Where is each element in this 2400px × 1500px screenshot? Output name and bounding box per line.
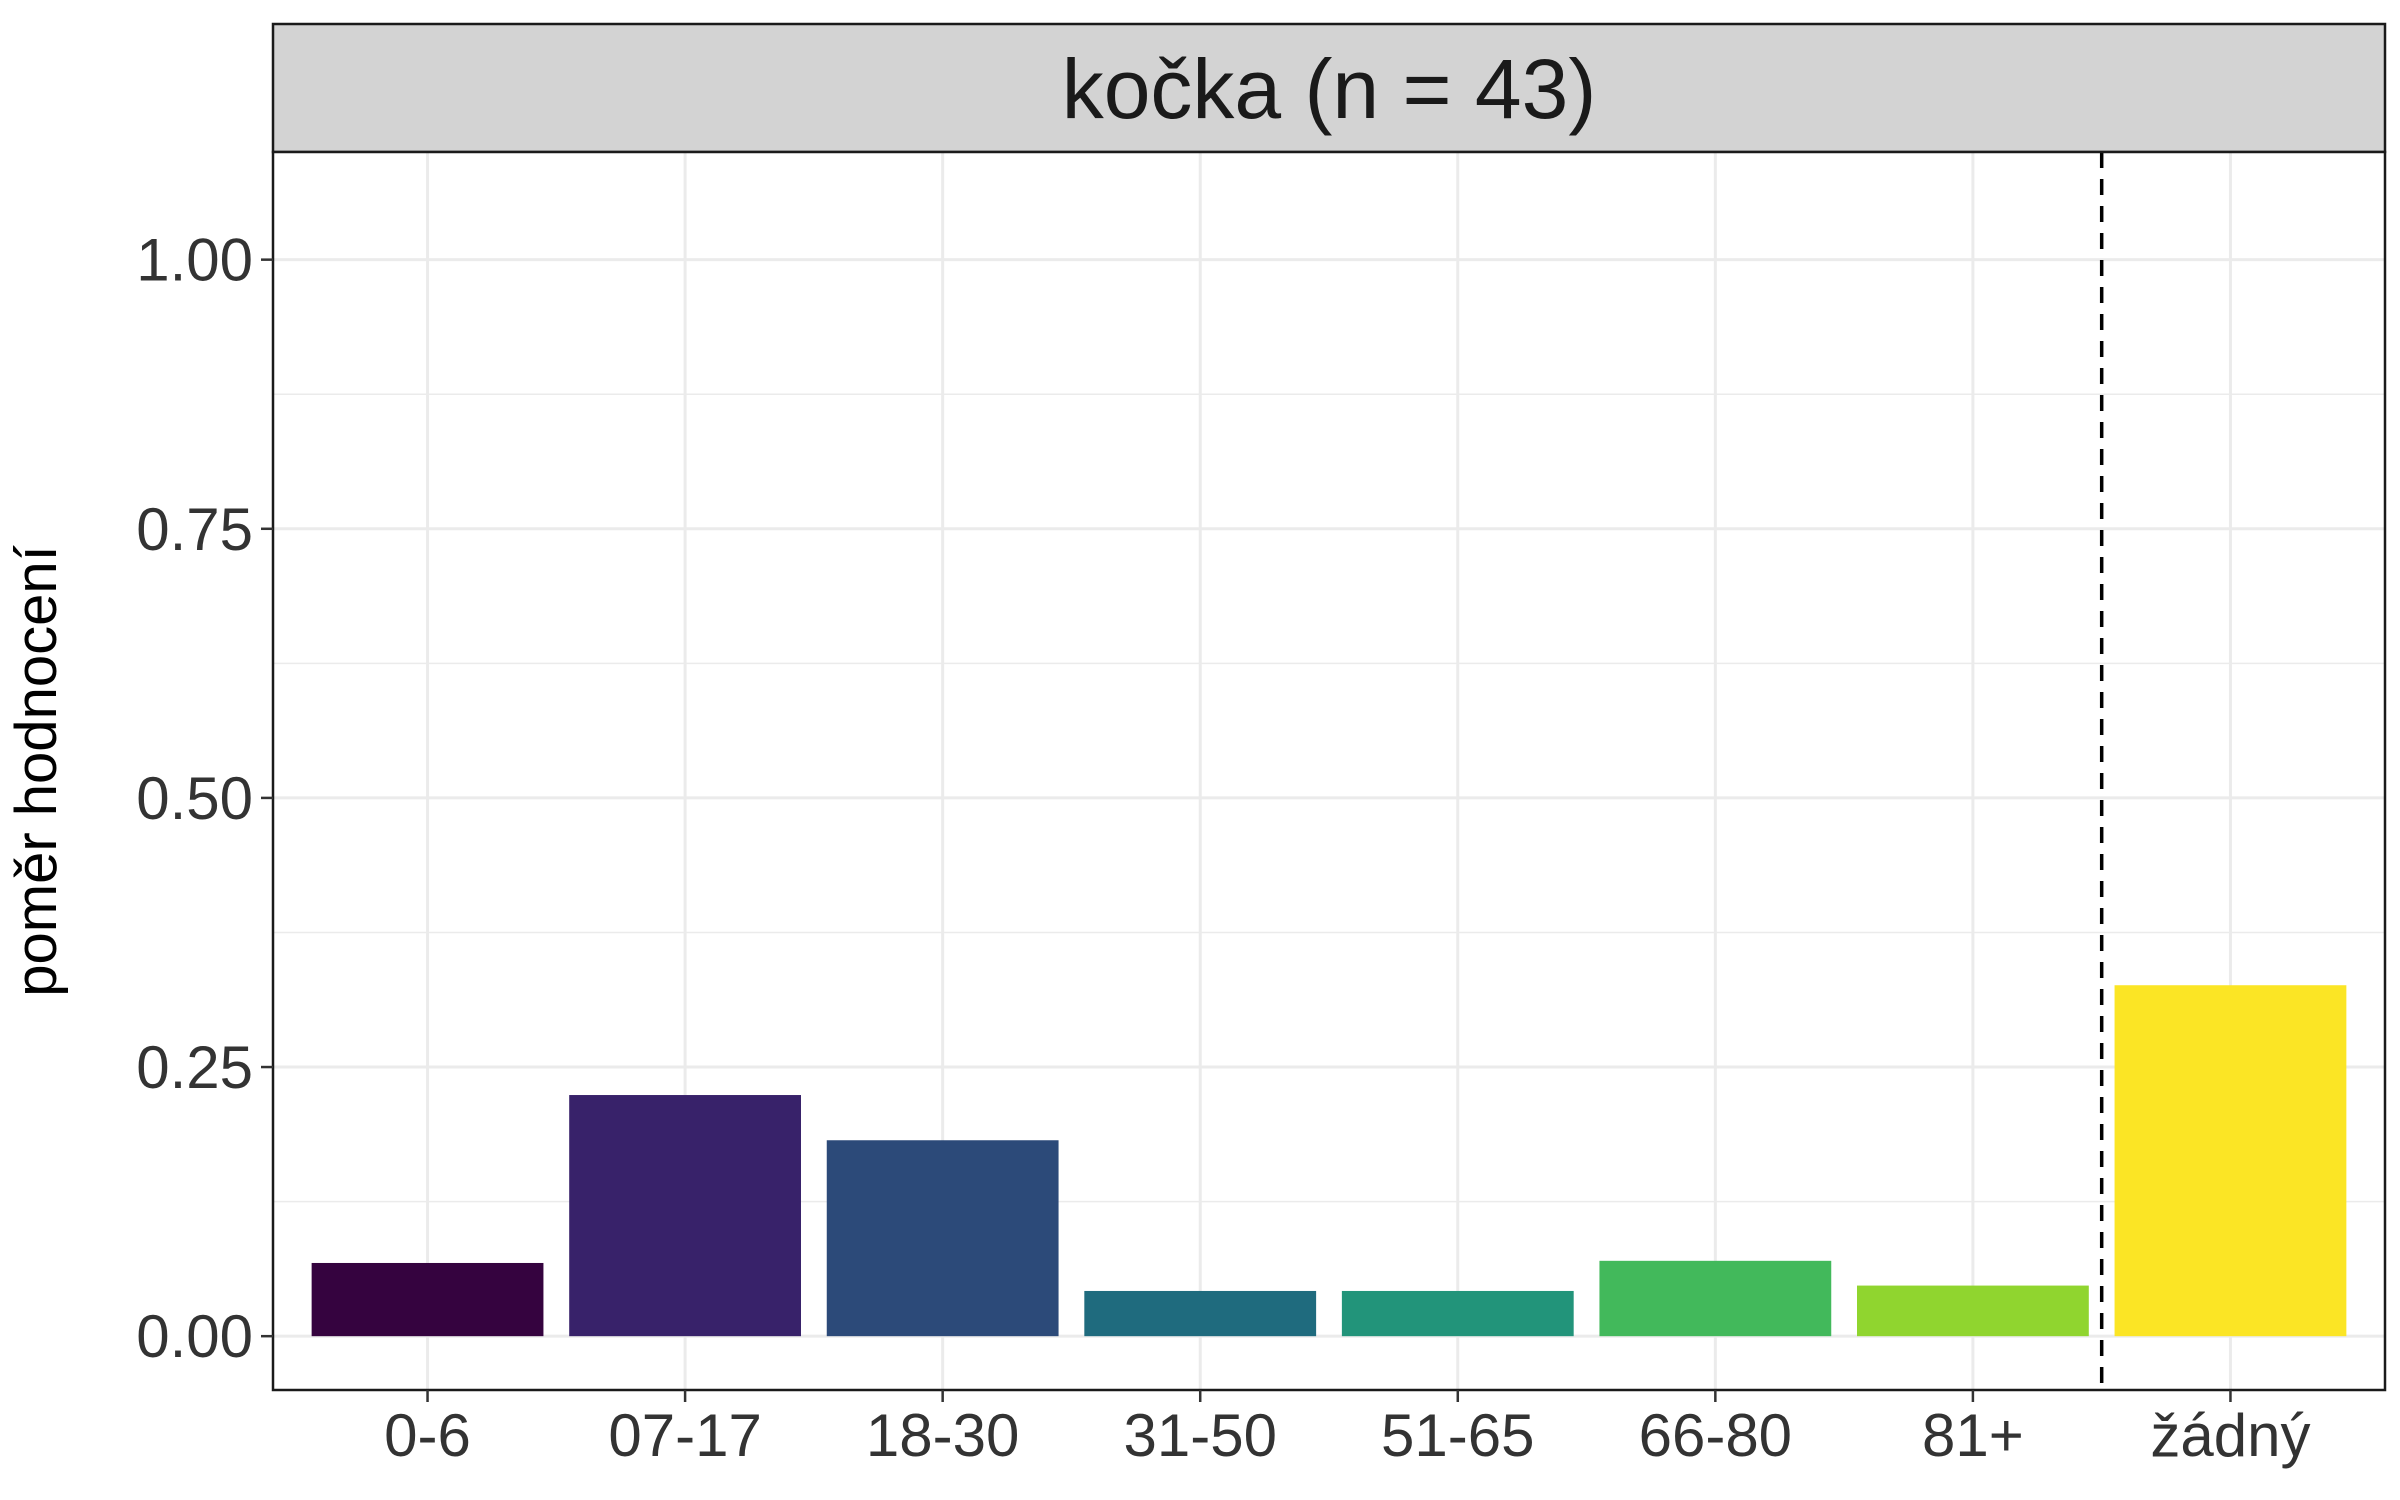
bar — [1084, 1290, 1317, 1337]
strip-background — [271, 22, 2387, 154]
chart-title: kočka (n = 43) — [1062, 42, 1597, 136]
x-tick-label: 18-30 — [866, 1402, 1019, 1469]
x-tick-label: 51-65 — [1381, 1402, 1534, 1469]
y-tick-label: 0.75 — [136, 496, 253, 563]
x-tick-label: 66-80 — [1639, 1402, 1792, 1469]
plot-border — [271, 150, 2387, 1392]
y-tick-label: 0.25 — [136, 1034, 253, 1101]
y-tick-label: 0.50 — [136, 765, 253, 832]
bar — [1857, 1285, 2089, 1337]
bar — [2114, 985, 2347, 1337]
y-tick-label: 1.00 — [136, 227, 253, 294]
x-tick-label: 0-6 — [384, 1402, 471, 1469]
x-axis: 0-6 07-17 18-30 31-50 51-65 66-80 81+ žádný — [384, 1390, 2311, 1469]
bar — [1341, 1290, 1574, 1337]
bar — [1599, 1260, 1832, 1337]
y-axis-title: poměr hodnocení — [4, 545, 69, 996]
grid-lines — [273, 152, 2385, 1390]
x-tick-label: 31-50 — [1123, 1402, 1276, 1469]
bar — [569, 1095, 801, 1337]
bar — [826, 1140, 1059, 1337]
y-tick-label: 0.00 — [136, 1303, 253, 1370]
y-axis: 0.00 0.25 0.50 0.75 1.00 — [136, 227, 273, 1370]
bars — [311, 985, 2347, 1337]
x-tick-label: žádný — [2150, 1402, 2310, 1469]
bar — [311, 1262, 544, 1337]
x-tick-label: 81+ — [1922, 1402, 2024, 1469]
x-tick-label: 07-17 — [608, 1402, 761, 1469]
